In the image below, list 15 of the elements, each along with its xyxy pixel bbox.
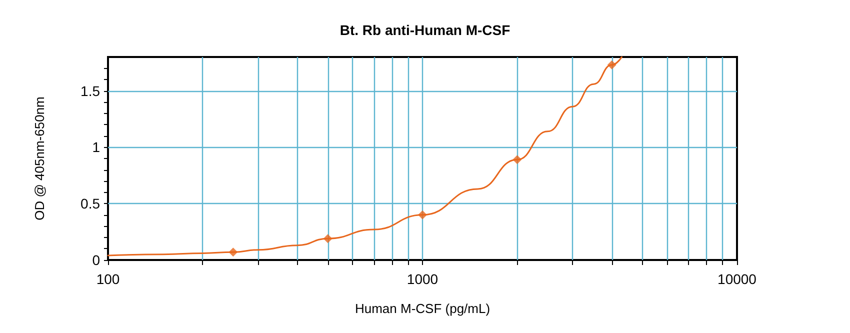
x-tick-label: 1000 bbox=[406, 271, 438, 287]
chart-title: Bt. Rb anti-Human M-CSF bbox=[340, 22, 511, 38]
y-tick-label: 0.5 bbox=[80, 196, 100, 212]
x-tick-label: 10000 bbox=[718, 271, 757, 287]
point bbox=[418, 210, 427, 220]
y-tick-label: 1.5 bbox=[80, 82, 100, 99]
y-axis-title: OD @ 405nm-650nm bbox=[32, 96, 47, 220]
y-tick-label: 1 bbox=[92, 139, 100, 156]
point bbox=[323, 234, 332, 244]
point bbox=[512, 155, 522, 164]
y-tick-label: 0 bbox=[92, 252, 100, 268]
x-axis-title: Human M-CSF (pg/mL) bbox=[354, 301, 490, 316]
x-tick-label: 100 bbox=[96, 271, 120, 287]
point bbox=[228, 248, 238, 257]
point bbox=[607, 60, 616, 70]
